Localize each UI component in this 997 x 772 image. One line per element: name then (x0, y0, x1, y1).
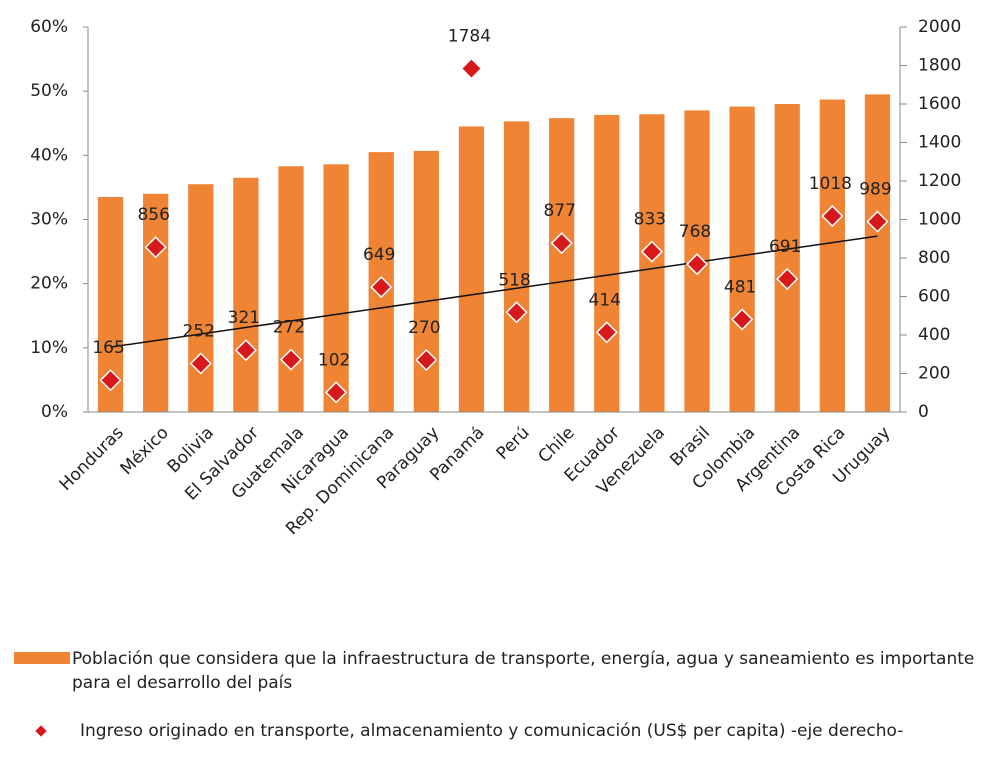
legend-swatch-bar (14, 652, 70, 664)
y2-tick-label: 200 (918, 364, 950, 384)
bar (233, 177, 259, 412)
diamond-marker (731, 308, 754, 331)
diamond-marker (821, 204, 844, 228)
data-label: 321 (228, 308, 260, 328)
data-label: 856 (137, 205, 169, 225)
y2-tick-label: 0 (918, 402, 929, 422)
y2-tick-label: 1400 (918, 133, 961, 153)
diamond-marker (550, 232, 573, 255)
data-label: 833 (634, 210, 666, 230)
chart: 0% 10% 20% 30% 40% 50% 60% 0 200 400 600 800 1000 120… (30, 17, 961, 539)
data-label: 518 (498, 270, 530, 290)
bar (413, 150, 439, 412)
y2-tick-label: 1600 (918, 94, 961, 114)
y2-tick-label: 1200 (918, 171, 961, 191)
data-label: 481 (724, 277, 756, 297)
diamond-marker (640, 240, 663, 263)
y2-tick-label: 400 (918, 325, 950, 345)
diamond-marker (99, 369, 122, 392)
y2-tick-label: 800 (918, 248, 950, 268)
x-tick-label: México (117, 423, 173, 479)
diamond-marker (685, 253, 709, 276)
data-label: 1784 (448, 27, 491, 47)
data-label: 877 (543, 201, 575, 221)
data-label: 691 (769, 237, 801, 257)
bar (639, 114, 665, 413)
bar (729, 106, 755, 413)
diamond-marker (415, 348, 438, 372)
bar (143, 193, 169, 412)
diamond-marker (776, 267, 799, 291)
diamond-marker (144, 236, 167, 259)
data-label: 270 (408, 318, 440, 338)
bar (864, 94, 891, 412)
y-tick-label: 0% (41, 402, 68, 422)
diamond-marker (505, 301, 528, 324)
diamond-marker (189, 352, 212, 375)
bar (819, 99, 845, 412)
trend-line (110, 235, 878, 348)
data-label: 1018 (809, 174, 852, 194)
diamond-marker (866, 210, 889, 233)
data-label: 768 (679, 222, 711, 242)
y-tick-label: 50% (30, 81, 68, 101)
y2-tick-label: 1800 (918, 56, 961, 76)
y-tick-label: 60% (30, 17, 68, 37)
bar (188, 184, 214, 412)
x-tick-label: Honduras (56, 423, 128, 495)
legend-swatch-diamond (35, 725, 47, 737)
data-label: 165 (92, 338, 124, 358)
diamond-marker (325, 381, 348, 404)
diamond-marker (370, 276, 393, 299)
y-tick-label: 30% (30, 210, 68, 230)
data-label: 252 (183, 321, 215, 341)
bar (278, 166, 304, 412)
diamond-marker (460, 57, 483, 80)
data-label: 649 (363, 245, 395, 265)
data-label: 272 (273, 318, 305, 338)
y2-tick-label: 1000 (918, 210, 961, 230)
y2-tick-label: 2000 (918, 17, 961, 37)
diamond-marker (595, 321, 618, 344)
bar (774, 104, 800, 412)
bar (503, 121, 530, 412)
diamond-marker (234, 339, 257, 362)
y2-tick-label: 600 (918, 287, 950, 307)
legend-label: Población que considera que la infraestr… (72, 649, 975, 693)
bar (458, 126, 485, 412)
y-tick-label: 40% (30, 145, 68, 165)
data-label: 102 (318, 350, 350, 370)
bar (594, 114, 620, 413)
x-tick-label: Perú (493, 423, 534, 464)
bar (323, 164, 349, 412)
bar (549, 118, 575, 412)
legend-label: Ingreso originado en transporte, almacen… (80, 721, 904, 741)
data-label: 989 (859, 180, 891, 200)
y-tick-label: 20% (30, 274, 68, 294)
data-label: 414 (589, 290, 621, 310)
diamond-marker (279, 348, 303, 371)
y-tick-label: 10% (30, 338, 68, 358)
